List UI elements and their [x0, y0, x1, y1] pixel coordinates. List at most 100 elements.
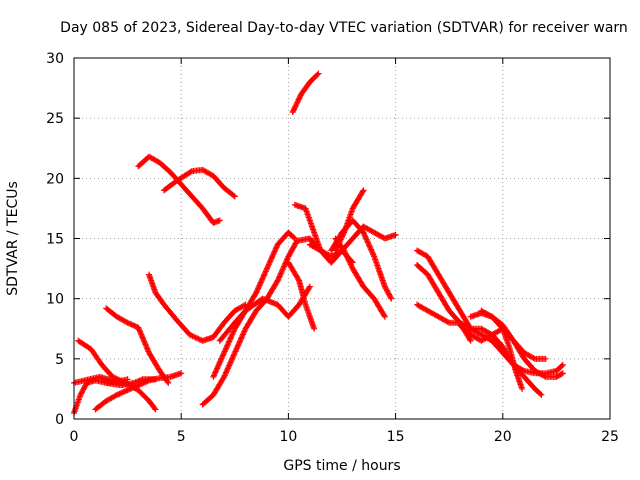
marker [311, 325, 318, 332]
x-tick-label: 0 [70, 429, 79, 445]
marker [295, 96, 302, 103]
marker [559, 361, 566, 368]
marker [519, 385, 526, 392]
marker [306, 284, 313, 291]
series-track-08 [135, 153, 223, 226]
marker [466, 336, 473, 343]
y-tick-label: 20 [46, 171, 64, 187]
marker [339, 232, 346, 239]
series-track-22 [414, 301, 545, 398]
marker [295, 276, 302, 283]
marker [467, 337, 474, 344]
marker [559, 370, 566, 377]
marker [340, 230, 347, 237]
y-tick-label: 15 [46, 232, 64, 248]
y-tick-label: 10 [46, 292, 64, 308]
series-track-17 [332, 187, 367, 254]
series-track-15 [328, 217, 395, 302]
marker [387, 294, 394, 301]
marker [230, 192, 237, 199]
marker [216, 217, 223, 224]
axis-ticks: 0 5 10 15 20 25 0 5 10 15 20 25 30 [46, 51, 619, 445]
marker [112, 392, 119, 399]
series-track-18 [306, 241, 356, 266]
marker [127, 385, 134, 392]
marker [335, 240, 342, 247]
marker [294, 99, 301, 106]
marker [338, 235, 345, 242]
marker [124, 376, 131, 383]
marker [164, 378, 171, 385]
marker [120, 388, 127, 395]
marker [388, 295, 395, 302]
series-track-07 [146, 271, 249, 344]
marker [131, 322, 138, 329]
series-track-12 [216, 283, 313, 344]
marker [151, 405, 158, 412]
marker [132, 323, 139, 330]
series-track-19 [289, 70, 322, 116]
marker [128, 321, 135, 328]
marker [296, 95, 303, 102]
marker [314, 71, 321, 78]
marker [336, 239, 343, 246]
marker [292, 103, 299, 110]
marker [117, 390, 124, 397]
marker [296, 93, 303, 100]
marker [558, 370, 565, 377]
marker [558, 362, 565, 369]
marker [125, 320, 132, 327]
marker [124, 387, 131, 394]
x-tick-label: 5 [177, 429, 186, 445]
marker [360, 187, 367, 194]
marker [129, 322, 136, 329]
marker [252, 290, 259, 297]
series-track-10 [199, 235, 324, 408]
marker [119, 389, 126, 396]
x-tick-label: 10 [279, 429, 297, 445]
marker [290, 234, 297, 241]
series-track-06 [103, 305, 172, 386]
marker [290, 107, 297, 114]
marker [292, 102, 299, 109]
marker [123, 387, 130, 394]
marker [349, 259, 356, 266]
marker [537, 390, 544, 397]
marker [315, 70, 322, 77]
marker [116, 390, 123, 397]
marker [291, 106, 298, 113]
marker [359, 188, 366, 195]
chart-title: Day 085 of 2023, Sidereal Day-to-day VTE… [60, 20, 628, 36]
marker [152, 376, 159, 383]
marker [334, 243, 341, 250]
marker [293, 100, 300, 107]
marker [294, 98, 301, 105]
marker [165, 379, 172, 386]
series-track-14 [285, 259, 318, 332]
marker [339, 233, 346, 240]
series-track-09 [161, 166, 238, 200]
y-axis-label: SDTVAR / TECUs [5, 181, 21, 296]
marker [335, 241, 342, 248]
marker [220, 375, 227, 382]
marker [530, 355, 537, 362]
data-points [71, 70, 566, 416]
marker [337, 237, 344, 244]
y-tick-label: 25 [46, 111, 64, 127]
marker [306, 283, 313, 290]
marker [542, 355, 549, 362]
marker [124, 319, 131, 326]
marker [125, 386, 132, 393]
marker [273, 278, 280, 285]
marker [392, 231, 399, 238]
series-track-02 [71, 373, 127, 386]
x-tick-label: 15 [387, 429, 405, 445]
marker [541, 373, 548, 380]
marker [381, 312, 388, 319]
marker [231, 193, 238, 200]
x-tick-label: 25 [601, 429, 619, 445]
marker [444, 318, 451, 325]
series-track-03 [75, 337, 159, 413]
marker [127, 320, 134, 327]
